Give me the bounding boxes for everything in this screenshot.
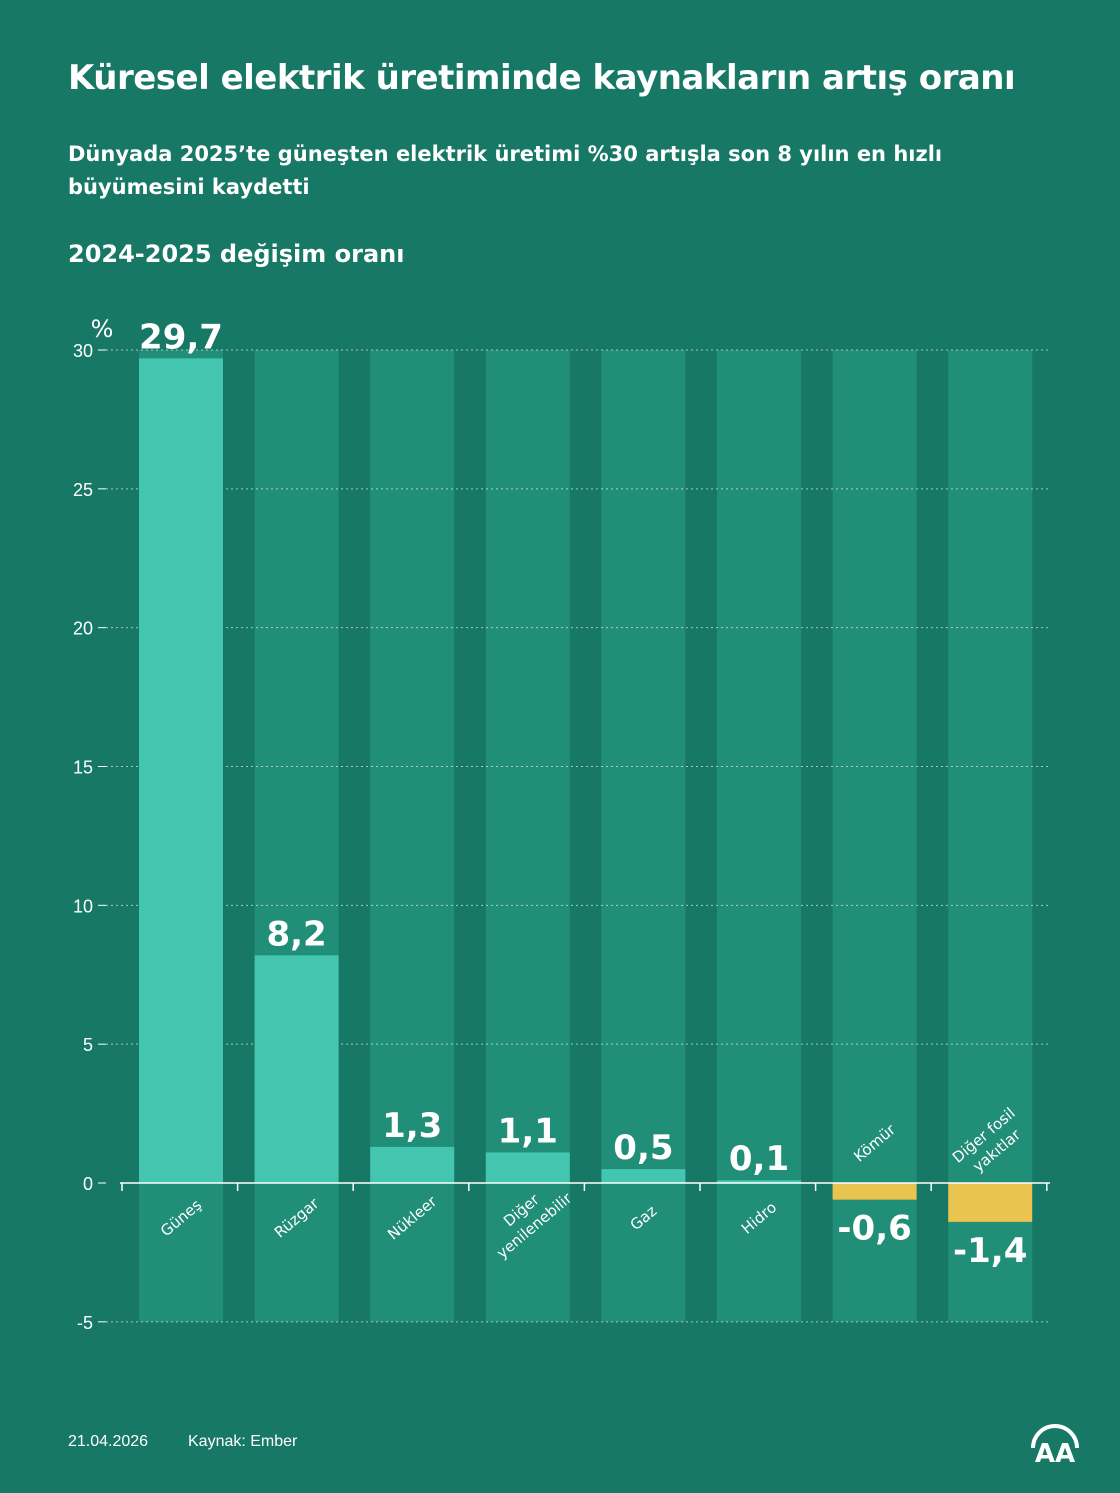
footer-date: 21.04.2026 xyxy=(68,1433,149,1450)
y-tick-label: 15 xyxy=(73,758,93,778)
bar xyxy=(370,1146,455,1183)
chart-subtitle: Dünyada 2025’te güneşten elektrik üretim… xyxy=(68,142,943,199)
column-bg xyxy=(601,350,686,1322)
y-axis-unit: % xyxy=(91,315,114,343)
y-tick-label: 10 xyxy=(73,896,93,916)
bar xyxy=(948,1183,1033,1222)
bar xyxy=(254,955,339,1183)
chart-title: Küresel elektrik üretiminde kaynakların … xyxy=(68,58,1016,98)
footer-source: Kaynak: Ember xyxy=(188,1433,298,1450)
value-label: -0,6 xyxy=(837,1209,911,1249)
value-label: 1,3 xyxy=(382,1106,442,1146)
bar xyxy=(601,1169,686,1183)
y-axis-ticks: -5 0 5 10 15 20 25 30 xyxy=(73,341,106,1333)
section-title: 2024-2025 değişim oranı xyxy=(68,240,405,268)
value-label: 0,5 xyxy=(613,1128,673,1168)
bar xyxy=(485,1152,570,1183)
value-label: 0,1 xyxy=(729,1139,789,1179)
bars xyxy=(139,358,1033,1222)
y-tick-label: -5 xyxy=(77,1313,93,1333)
value-label: 29,7 xyxy=(139,317,223,357)
value-label: 8,2 xyxy=(266,914,326,954)
y-tick-label: 20 xyxy=(73,619,93,639)
bar xyxy=(717,1180,801,1183)
zero-axis xyxy=(120,1182,1050,1191)
value-label: -1,4 xyxy=(953,1231,1027,1271)
column-bg xyxy=(717,350,801,1322)
bar xyxy=(139,358,223,1184)
y-tick-label: 0 xyxy=(83,1174,93,1194)
bar xyxy=(832,1183,917,1200)
y-tick-label: 30 xyxy=(73,341,93,361)
aa-logo: AA xyxy=(1031,1424,1079,1468)
gridlines xyxy=(106,349,1050,1323)
logo-text: AA xyxy=(1035,1439,1075,1468)
y-tick-label: 5 xyxy=(83,1035,93,1055)
value-labels: 29,7 8,2 1,3 1,1 0,5 0,1 -0,6 -1,4 xyxy=(139,317,1027,1271)
value-label: 1,1 xyxy=(498,1111,558,1151)
column-bg xyxy=(832,350,917,1322)
column-bg xyxy=(948,350,1033,1322)
y-tick-label: 25 xyxy=(73,480,93,500)
